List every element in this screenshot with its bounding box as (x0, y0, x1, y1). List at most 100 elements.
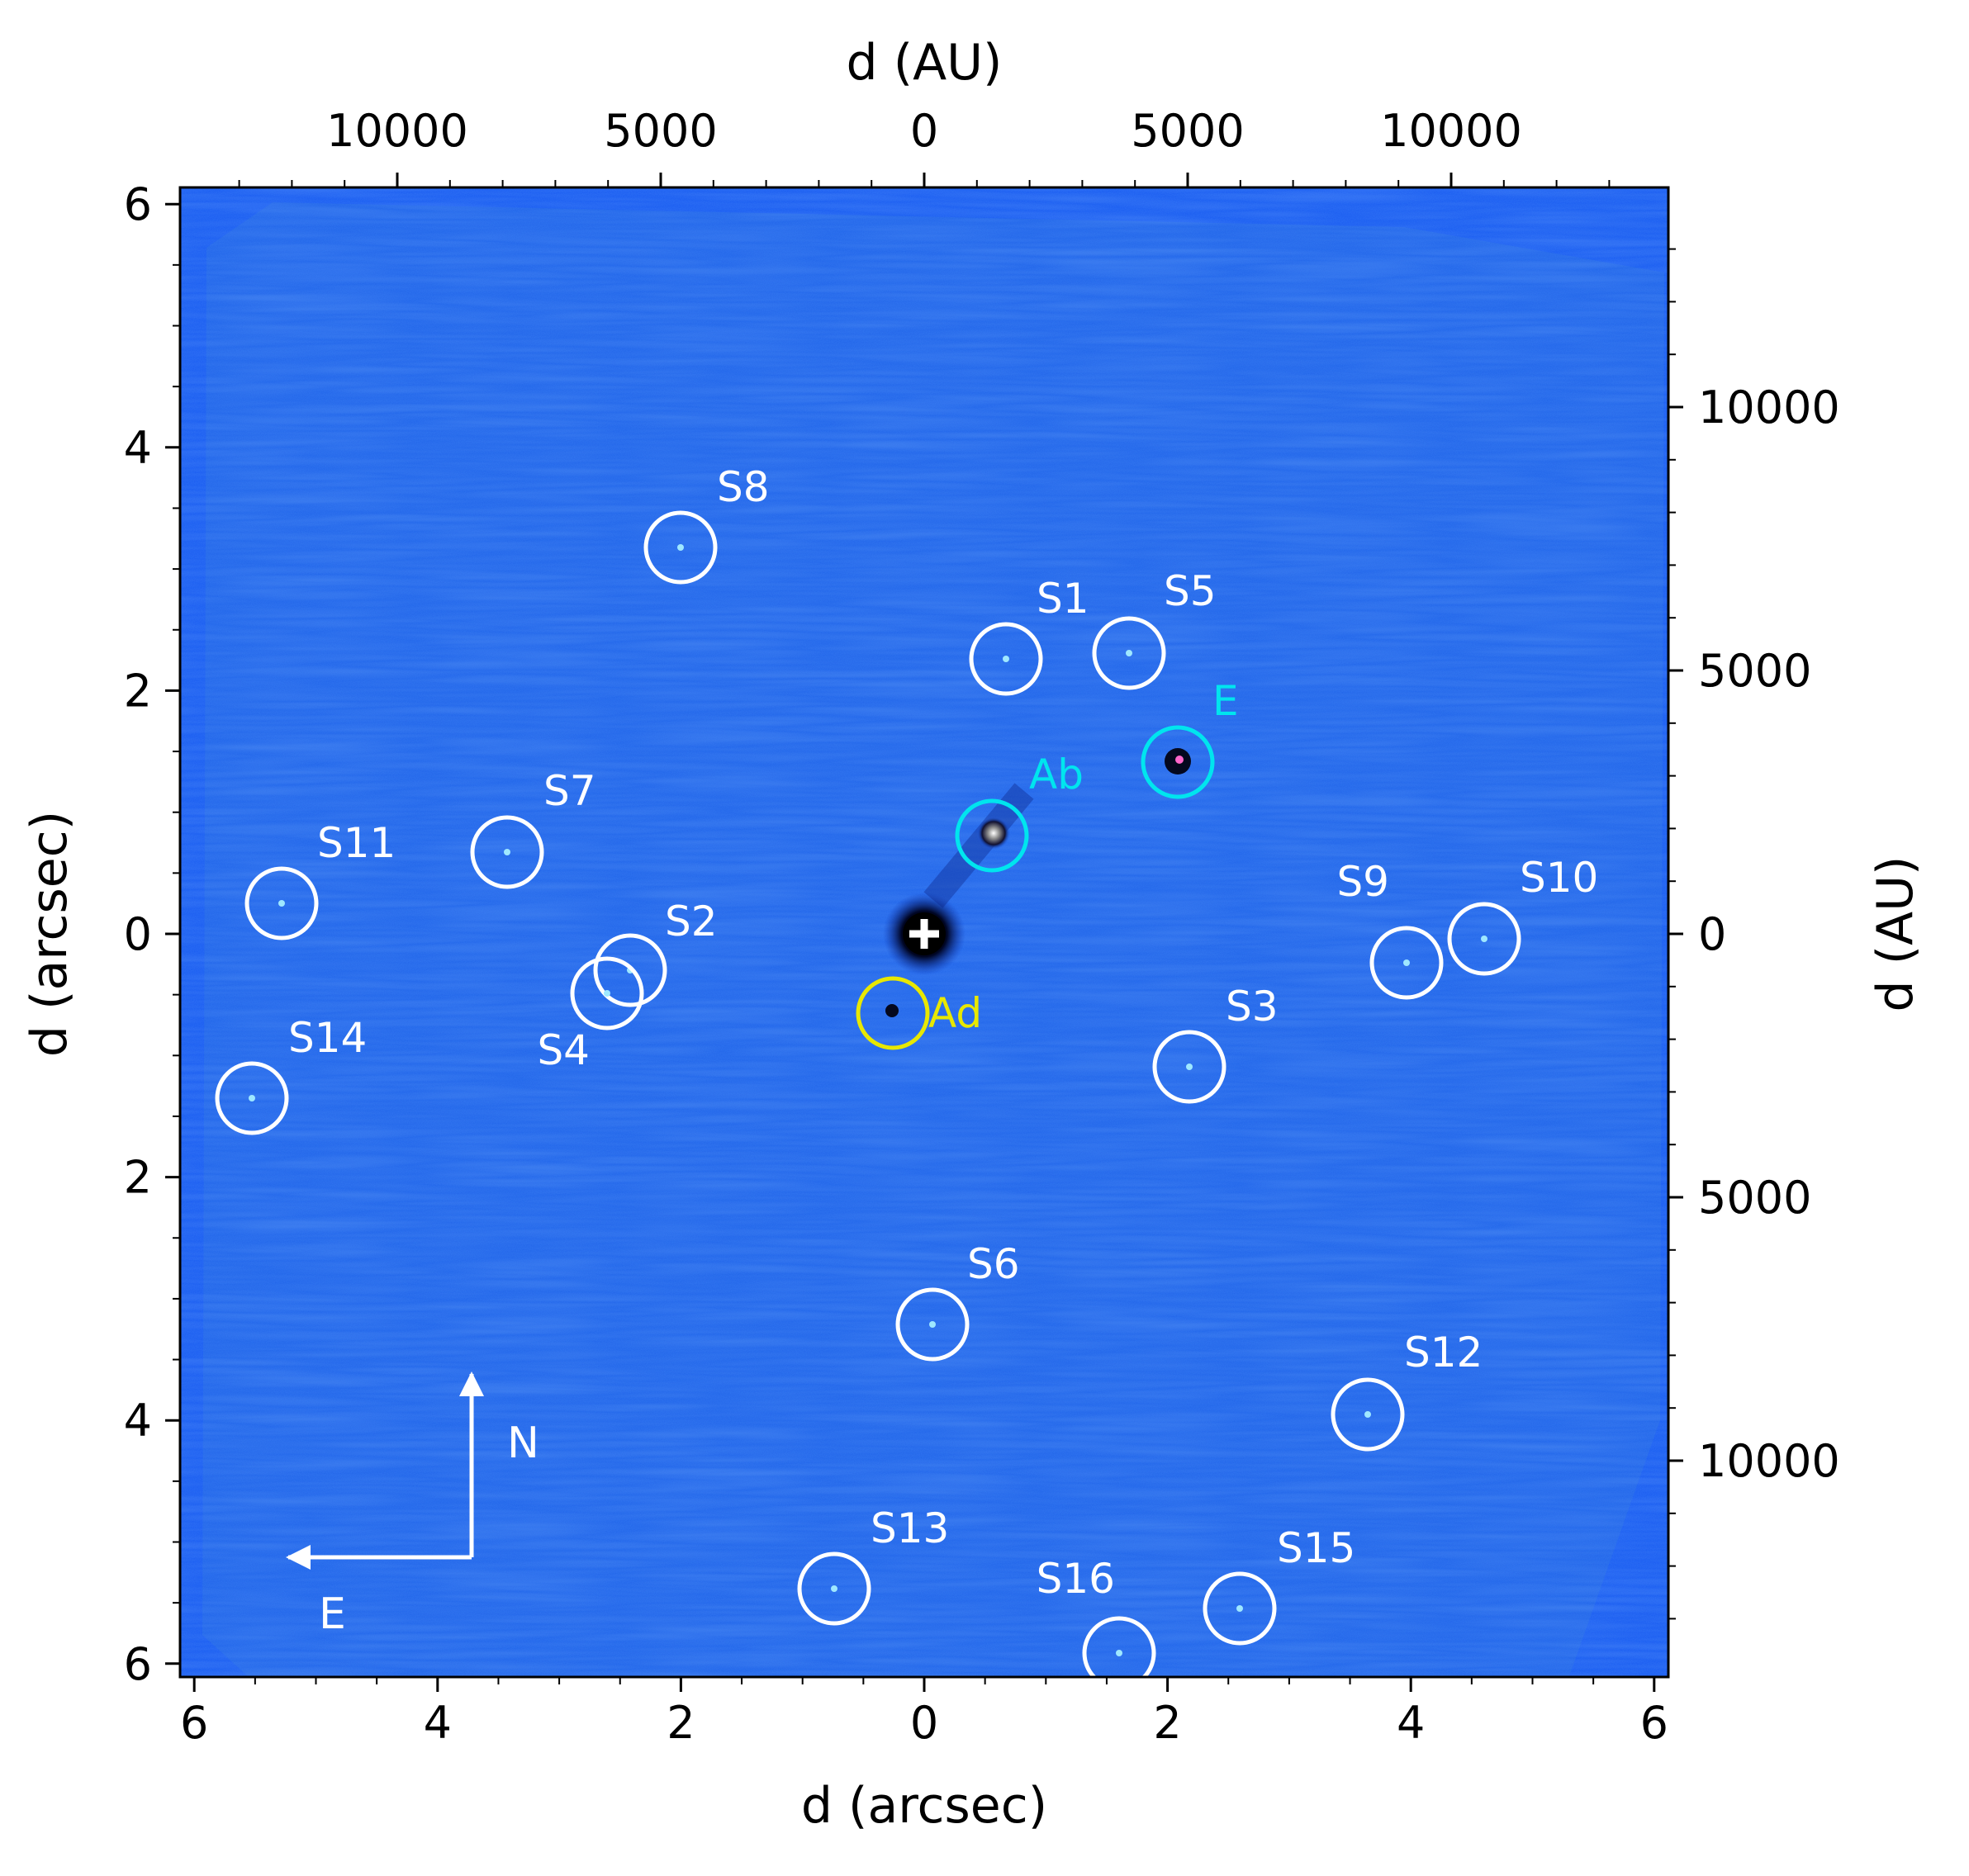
source-circle (856, 976, 930, 1050)
central-star-cross-icon (909, 919, 939, 949)
source-label: S6 (967, 1240, 1020, 1288)
source-label: S13 (871, 1504, 949, 1552)
source-label: S5 (1164, 567, 1217, 615)
source-s2: S2 (593, 898, 718, 1007)
axis-ticks: 6644220022446610000100005000500000500050… (124, 105, 1840, 1749)
compass: N E (286, 1371, 539, 1639)
source-point (1126, 650, 1132, 656)
source-ad: Ad (856, 976, 982, 1050)
source-e: E (1141, 677, 1239, 799)
source-circle (215, 1061, 289, 1135)
source-s1: S1 (969, 575, 1089, 696)
source-circle (1141, 725, 1215, 799)
source-point (1236, 1605, 1243, 1612)
x-tick-label: 0 (910, 1697, 938, 1749)
source-s4: S4 (537, 956, 644, 1074)
source-markers: S1 S2 S3 S4 S5 S6 S7 S8 S9 S10 S11 S12 S13 S14 S15 S16 A… (215, 463, 1598, 1677)
source-s15: S15 (1203, 1524, 1355, 1646)
top-tick-label: 10000 (326, 105, 468, 157)
x-tick-label: 4 (424, 1697, 452, 1749)
source-s6: S6 (895, 1240, 1020, 1362)
source-label: S10 (1520, 854, 1598, 902)
source-circle (593, 933, 667, 1007)
source-point (1481, 936, 1487, 942)
source-s10: S10 (1447, 854, 1598, 976)
source-circle (1331, 1377, 1405, 1452)
source-label: S2 (665, 898, 718, 945)
source-circle (570, 956, 644, 1030)
y-axis-left-label: d (arcsec) (21, 811, 78, 1057)
right-tick-label: 5000 (1698, 1172, 1811, 1224)
right-tick-label: 5000 (1698, 645, 1811, 697)
y-axis-right-label: d (AU) (1867, 856, 1924, 1012)
x-tick-label: 2 (1153, 1697, 1181, 1749)
source-ab: Ab (955, 751, 1084, 873)
x-tick-label: 6 (1640, 1697, 1668, 1749)
top-tick-label: 5000 (1131, 105, 1244, 157)
top-tick-label: 0 (910, 105, 938, 157)
source-point (1003, 656, 1009, 662)
source-s12: S12 (1331, 1329, 1483, 1452)
source-point (249, 1095, 255, 1101)
source-circle (797, 1551, 871, 1626)
x-tick-label: 2 (667, 1697, 695, 1749)
east-label: E (319, 1589, 346, 1639)
source-label: S12 (1404, 1329, 1483, 1376)
source-label: S1 (1037, 575, 1089, 623)
source-s7: S7 (470, 767, 596, 889)
source-label: S7 (543, 767, 596, 815)
right-tick-label: 0 (1698, 908, 1726, 960)
source-label: E (1212, 677, 1239, 725)
source-s8: S8 (643, 463, 770, 585)
source-circle (1369, 926, 1444, 1000)
source-s16: S16 (1037, 1555, 1156, 1677)
source-point (504, 849, 510, 855)
source-circle (1092, 616, 1166, 690)
source-circle (470, 815, 544, 889)
top-tick-label: 5000 (604, 105, 717, 157)
source-label: S3 (1226, 983, 1279, 1030)
source-point (1116, 1650, 1122, 1656)
source-point (1364, 1411, 1371, 1418)
source-circle (244, 866, 319, 940)
y-tick-label: 4 (124, 1395, 152, 1447)
source-label: S14 (288, 1014, 367, 1062)
source-circle (1203, 1571, 1277, 1646)
source-circle (1082, 1616, 1156, 1677)
source-label: S15 (1277, 1524, 1355, 1572)
source-circle (643, 510, 718, 585)
source-s3: S3 (1152, 983, 1279, 1104)
source-s13: S13 (797, 1504, 949, 1626)
top-tick-label: 10000 (1380, 105, 1522, 157)
source-label: S4 (537, 1026, 590, 1074)
north-label: N (507, 1419, 539, 1468)
source-circle (955, 798, 1029, 873)
source-label: S11 (317, 819, 396, 867)
x-tick-label: 4 (1397, 1697, 1425, 1749)
right-tick-label: 10000 (1698, 381, 1840, 433)
source-circle (1447, 902, 1521, 976)
source-label: S16 (1037, 1555, 1115, 1603)
y-tick-label: 4 (124, 422, 152, 474)
x-axis-bottom-label: d (arcsec) (801, 1777, 1047, 1835)
right-tick-label: 10000 (1698, 1435, 1840, 1487)
ab-diffraction-streak (923, 783, 1034, 908)
source-point (677, 544, 684, 551)
source-label: S9 (1336, 858, 1389, 906)
ab-residual (977, 817, 1010, 850)
y-tick-label: 6 (124, 1638, 152, 1690)
source-circle (969, 622, 1043, 696)
source-point (278, 900, 285, 907)
source-circle (1152, 1030, 1226, 1104)
e-residual-core (1175, 756, 1184, 764)
source-label: S8 (717, 463, 770, 511)
y-tick-label: 6 (124, 178, 152, 230)
x-tick-label: 6 (180, 1697, 208, 1749)
source-s5: S5 (1092, 567, 1217, 690)
y-tick-label: 2 (124, 665, 152, 717)
source-point (929, 1321, 936, 1328)
image-panel: S1 S2 S3 S4 S5 S6 S7 S8 S9 S10 S11 S12 S13 S14 S15 S16 A… (180, 187, 1668, 1677)
source-s9: S9 (1336, 858, 1444, 1000)
x-axis-top-label: d (AU) (847, 34, 1003, 92)
